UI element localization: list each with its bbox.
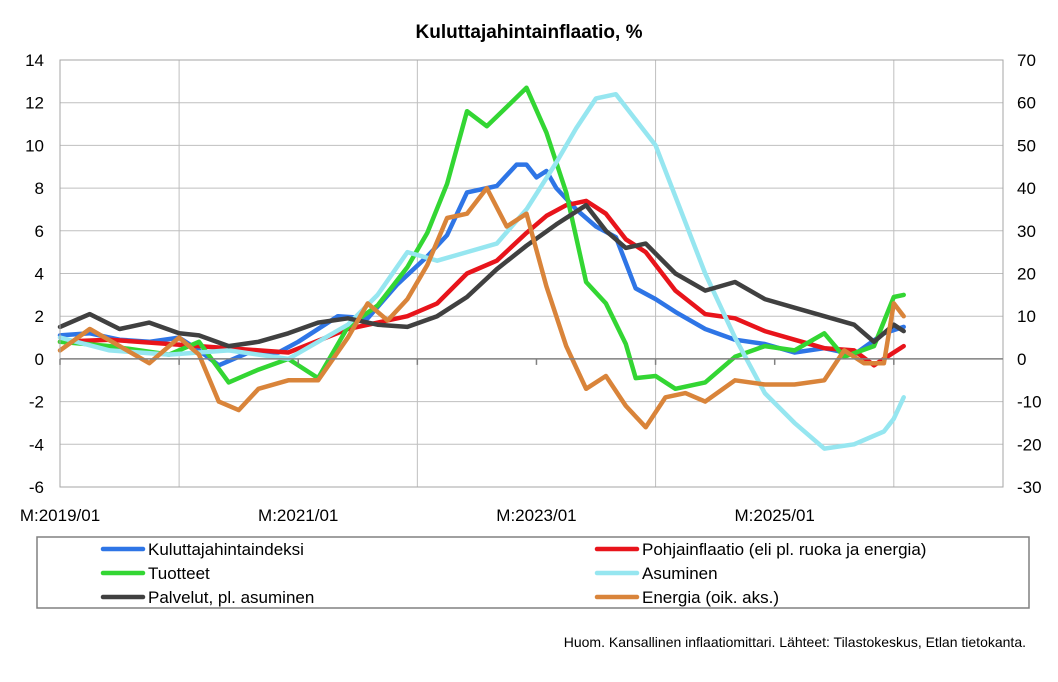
legend: Kuluttajahintaindeksi Pohjainflaatio (eli… [36, 536, 1030, 609]
legend-label: Palvelut, pl. asuminen [148, 588, 314, 607]
left-tick-label: -6 [29, 478, 44, 497]
gridlines [60, 59, 1003, 488]
right-tick-label: 70 [1017, 51, 1036, 70]
x-tick-label: M:2021/01 [258, 506, 338, 525]
legend-label: Pohjainflaatio (eli pl. ruoka ja energia… [642, 540, 926, 559]
x-tick-label: M:2025/01 [735, 506, 815, 525]
series-line-4 [57, 91, 906, 451]
legend-label: Energia (oik. aks.) [642, 588, 779, 607]
x-tick-label: M:2019/01 [20, 506, 100, 525]
plot-frame [59, 59, 1004, 488]
legend-label: Asuminen [642, 564, 718, 583]
legend-label: Kuluttajahintaindeksi [148, 540, 304, 559]
series-line-2 [57, 198, 906, 368]
series-line-3 [57, 85, 906, 392]
legend-box [36, 536, 1030, 609]
right-tick-label: 60 [1017, 94, 1036, 113]
left-tick-label: -2 [29, 393, 44, 412]
left-tick-label: 2 [35, 307, 44, 326]
right-tick-label: -20 [1017, 435, 1042, 454]
series-layer [57, 85, 906, 451]
source-note: Huom. Kansallinen inflaatiomittari. Läht… [563, 634, 1026, 650]
right-tick-label: 20 [1017, 265, 1036, 284]
right-tick-label: -30 [1017, 478, 1042, 497]
right-tick-label: 0 [1017, 350, 1026, 369]
left-tick-label: -4 [29, 435, 44, 454]
left-tick-label: 12 [25, 94, 44, 113]
right-tick-label: 40 [1017, 179, 1036, 198]
left-tick-label: 4 [35, 265, 44, 284]
left-tick-label: 14 [25, 51, 44, 70]
right-tick-label: -10 [1017, 393, 1042, 412]
right-tick-label: 50 [1017, 136, 1036, 155]
right-tick-label: 30 [1017, 222, 1036, 241]
legend-label: Tuotteet [148, 564, 210, 583]
chart-title: Kuluttajahintainflaatio, % [416, 22, 643, 43]
axes: -6-4-202468101214-30-20-1001020304050607… [20, 51, 1042, 525]
left-tick-label: 8 [35, 179, 44, 198]
left-tick-label: 10 [25, 136, 44, 155]
series-line-5 [57, 202, 906, 349]
series-line-6 [57, 185, 906, 430]
right-tick-label: 10 [1017, 307, 1036, 326]
left-tick-label: 0 [35, 350, 44, 369]
x-tick-label: M:2023/01 [496, 506, 576, 525]
left-tick-label: 6 [35, 222, 44, 241]
